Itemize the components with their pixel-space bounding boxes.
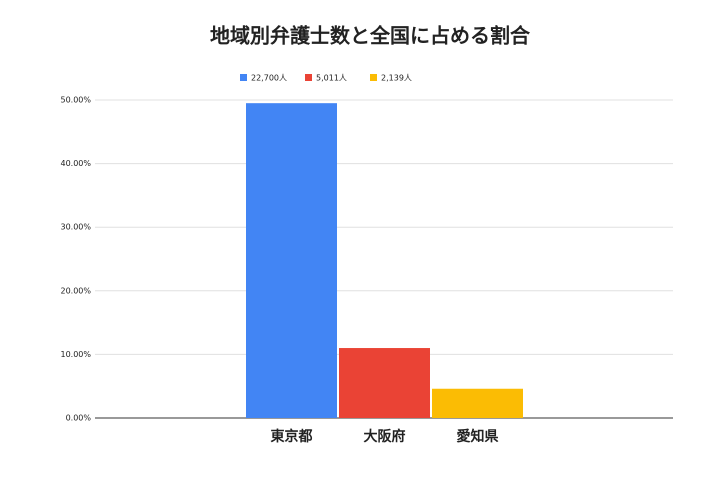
x-tick-label: 東京都 <box>271 428 313 445</box>
x-tick-label: 大阪府 <box>364 428 406 445</box>
y-tick-label: 10.00% <box>60 350 91 359</box>
legend-label: 22,700人 <box>251 74 287 83</box>
legend-swatch <box>370 74 377 81</box>
bar <box>339 348 430 418</box>
bar <box>246 103 337 419</box>
legend-label: 2,139人 <box>381 74 412 83</box>
bar <box>432 388 523 418</box>
chart-title: 地域別弁護士数と全国に占める割合 <box>210 24 531 48</box>
y-tick-label: 0.00% <box>66 414 92 423</box>
y-tick-label: 50.00% <box>60 96 91 105</box>
y-tick-label: 20.00% <box>60 286 91 295</box>
legend-swatch <box>240 74 247 81</box>
legend-swatch <box>305 74 312 81</box>
y-tick-label: 30.00% <box>60 223 91 232</box>
legend-label: 5,011人 <box>316 74 347 83</box>
x-tick-label: 愛知県 <box>457 428 499 445</box>
y-tick-label: 40.00% <box>60 159 91 168</box>
